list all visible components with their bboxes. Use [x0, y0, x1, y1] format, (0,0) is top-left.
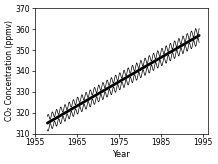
- X-axis label: Year: Year: [112, 150, 130, 159]
- Y-axis label: CO₂ Concentration (ppmv): CO₂ Concentration (ppmv): [5, 20, 14, 121]
